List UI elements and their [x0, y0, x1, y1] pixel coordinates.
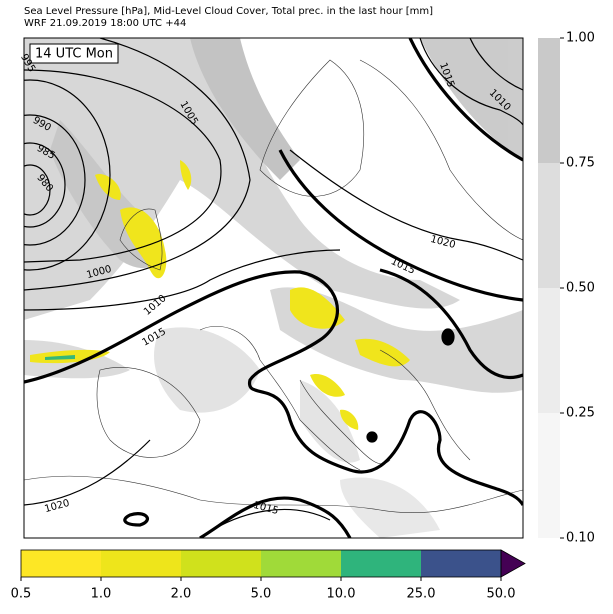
cloud-band: [538, 163, 560, 288]
precip-band: [101, 550, 181, 577]
cloud-tick-label: 0.25: [566, 406, 595, 421]
precip-tick-label: 10.0: [327, 587, 356, 602]
precip-tick-label: 2.0: [171, 587, 192, 602]
precip-band: [21, 550, 101, 577]
precip-band: [261, 550, 341, 577]
precipitation: [30, 160, 410, 430]
isobars: [24, 38, 523, 538]
isobar-1015: [24, 38, 523, 538]
cloud-tick-label: 1.00: [566, 31, 595, 46]
subtitle: WRF 21.09.2019 18:00 UTC +44: [24, 18, 186, 29]
title: Sea Level Pressure [hPa], Mid-Level Clou…: [24, 6, 433, 17]
coastlines: [24, 59, 523, 513]
map-frame: [23, 37, 524, 539]
time-box: [29, 43, 119, 64]
precip-over-arrow: [500, 549, 526, 578]
cloud-band: [538, 38, 560, 163]
precip-colorbar: 0.5 1.0 2.0 5.0 10.0 25.0 50.0: [11, 549, 526, 602]
cloud-tick-label: 0.10: [566, 531, 595, 546]
precip-tick-label: 25.0: [407, 587, 436, 602]
time-label: 14 UTC Mon: [35, 47, 113, 62]
cloud-tick-label: 0.75: [566, 156, 595, 171]
precip-band: [181, 550, 261, 577]
cloud-tick-label: 0.50: [566, 281, 595, 296]
cloud-colorbar: 0.10 0.25 0.50 0.75 1.00: [538, 31, 595, 546]
precip-tick-label: 1.0: [91, 587, 112, 602]
precip-tick-label: 0.5: [11, 587, 32, 602]
precip-tick-label: 5.0: [251, 587, 272, 602]
map: 14 UTC Mon 995 990 985 980 1005 1000 101…: [18, 37, 524, 539]
precip-band: [421, 550, 501, 577]
precip-band: [341, 550, 421, 577]
cloud-band: [538, 413, 560, 538]
cloud-band: [538, 288, 560, 413]
precip-tick-label: 50.0: [487, 587, 516, 602]
